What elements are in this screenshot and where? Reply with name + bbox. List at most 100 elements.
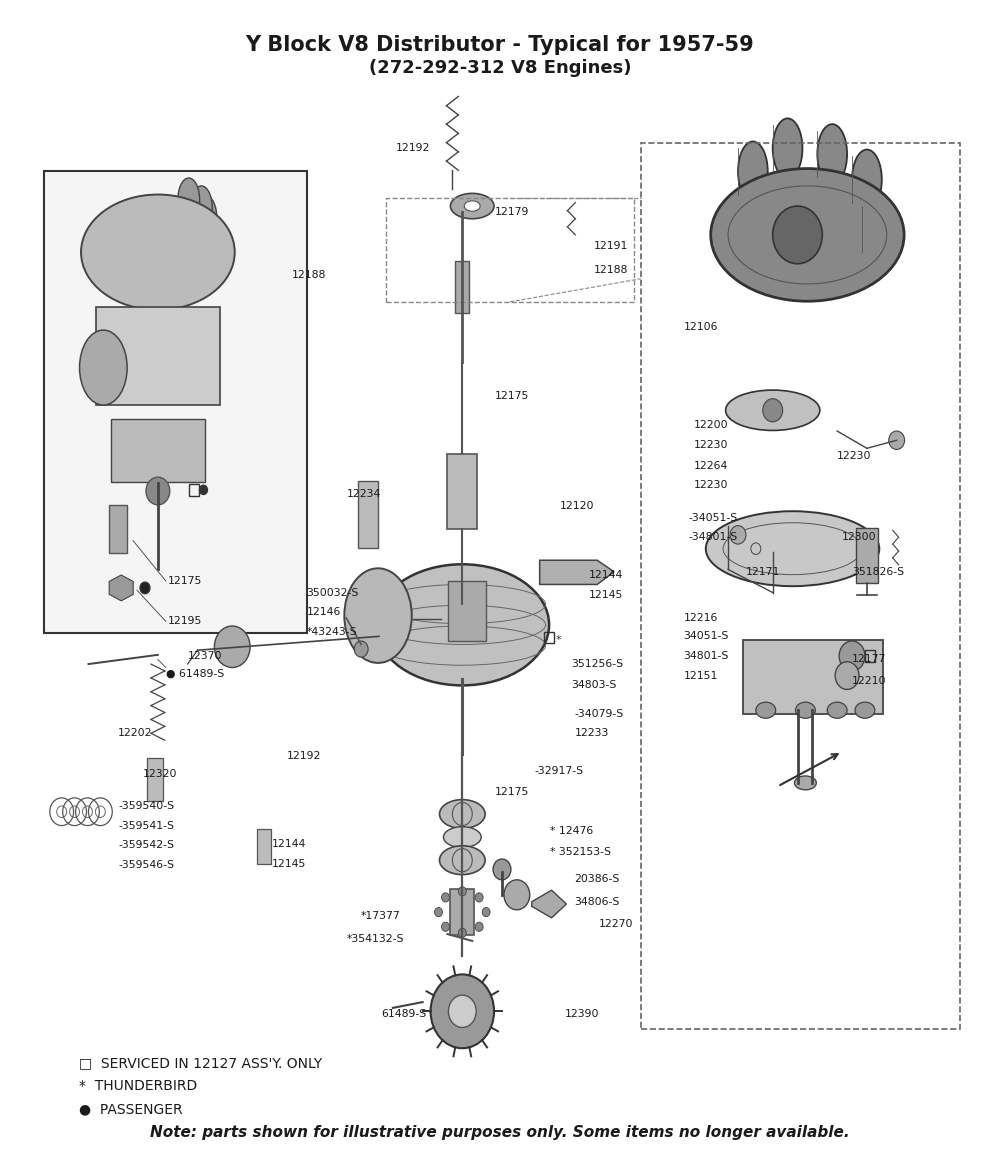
Bar — [856, 528, 878, 583]
Text: ● 61489-S: ● 61489-S — [166, 668, 224, 679]
Text: 12175: 12175 — [168, 576, 202, 586]
Polygon shape — [540, 560, 614, 584]
Ellipse shape — [795, 776, 816, 790]
Bar — [450, 889, 474, 935]
Circle shape — [458, 887, 466, 896]
Text: 12188: 12188 — [292, 271, 326, 280]
Ellipse shape — [344, 568, 412, 662]
Text: 12233: 12233 — [574, 729, 609, 738]
Circle shape — [730, 525, 746, 544]
Text: 12192: 12192 — [287, 752, 321, 761]
Text: 34803-S: 34803-S — [571, 680, 617, 690]
Ellipse shape — [440, 799, 485, 829]
Text: 12370: 12370 — [188, 651, 222, 661]
Text: 12230: 12230 — [693, 480, 728, 490]
Polygon shape — [532, 890, 566, 918]
Circle shape — [431, 975, 494, 1048]
Text: 12177: 12177 — [852, 654, 886, 665]
Text: 12264: 12264 — [693, 460, 728, 471]
Text: 12175: 12175 — [495, 392, 529, 401]
Ellipse shape — [178, 178, 200, 222]
Text: 12210: 12210 — [852, 676, 887, 687]
Ellipse shape — [773, 119, 802, 179]
Text: 12175: 12175 — [495, 787, 529, 797]
Text: 12234: 12234 — [346, 489, 381, 500]
Text: 12300: 12300 — [842, 532, 877, 543]
Circle shape — [889, 431, 905, 450]
Circle shape — [839, 641, 865, 670]
Ellipse shape — [195, 195, 217, 239]
Text: -32917-S: -32917-S — [535, 767, 584, 776]
Text: 12270: 12270 — [599, 919, 634, 928]
Text: *  THUNDERBIRD: * THUNDERBIRD — [79, 1079, 197, 1093]
Ellipse shape — [80, 330, 127, 406]
Circle shape — [146, 478, 170, 504]
Text: (272-292-312 V8 Engines): (272-292-312 V8 Engines) — [369, 58, 631, 77]
Ellipse shape — [81, 194, 235, 310]
Ellipse shape — [852, 150, 882, 209]
Ellipse shape — [450, 193, 494, 218]
Circle shape — [773, 206, 822, 264]
Text: -34801-S: -34801-S — [688, 532, 738, 543]
Text: -359546-S: -359546-S — [118, 860, 174, 870]
Text: Y Block V8 Distributor - Typical for 1957-59: Y Block V8 Distributor - Typical for 195… — [246, 35, 754, 55]
Bar — [96, 307, 220, 406]
Circle shape — [475, 892, 483, 902]
Circle shape — [200, 486, 207, 495]
Text: ●  PASSENGER: ● PASSENGER — [79, 1103, 182, 1117]
Circle shape — [442, 892, 449, 902]
Ellipse shape — [827, 702, 847, 718]
Text: 12179: 12179 — [495, 207, 529, 217]
Ellipse shape — [817, 124, 847, 184]
Text: 350032-S: 350032-S — [307, 588, 359, 597]
Ellipse shape — [464, 201, 480, 211]
Bar — [865, 651, 875, 661]
Text: *17377: *17377 — [361, 911, 401, 920]
Text: 12320: 12320 — [143, 768, 178, 779]
Text: -34051-S: -34051-S — [688, 512, 738, 523]
Circle shape — [214, 626, 250, 667]
Ellipse shape — [178, 214, 200, 257]
Text: 12145: 12145 — [272, 859, 306, 869]
Text: 12106: 12106 — [683, 322, 718, 332]
Bar — [147, 758, 163, 802]
Text: 12390: 12390 — [564, 1009, 599, 1019]
Ellipse shape — [756, 702, 776, 718]
Circle shape — [435, 908, 442, 917]
Text: *: * — [556, 634, 561, 645]
Text: *43243-S: *43243-S — [307, 626, 357, 637]
Circle shape — [442, 923, 449, 932]
Text: -359541-S: -359541-S — [118, 820, 174, 831]
Text: 12144: 12144 — [589, 571, 624, 580]
Text: 12216: 12216 — [683, 612, 718, 623]
Text: 12200: 12200 — [693, 421, 728, 430]
Bar — [111, 419, 205, 482]
Text: □  SERVICED IN 12127 ASS'Y. ONLY: □ SERVICED IN 12127 ASS'Y. ONLY — [79, 1056, 322, 1070]
Bar — [544, 632, 554, 644]
Text: * 352153-S: * 352153-S — [550, 847, 611, 858]
Text: 12144: 12144 — [272, 839, 306, 849]
Bar — [257, 829, 271, 863]
Ellipse shape — [796, 702, 815, 718]
Text: 61489-S: 61489-S — [381, 1009, 426, 1019]
Ellipse shape — [190, 186, 212, 230]
Ellipse shape — [726, 390, 820, 430]
Ellipse shape — [440, 846, 485, 875]
Bar — [109, 504, 127, 553]
Circle shape — [504, 880, 530, 910]
Text: 12230: 12230 — [837, 451, 872, 461]
Text: -34079-S: -34079-S — [574, 709, 624, 718]
Ellipse shape — [190, 206, 212, 250]
Text: 12151: 12151 — [683, 670, 718, 681]
Text: 12191: 12191 — [594, 242, 629, 251]
Bar — [358, 481, 378, 547]
Text: 12171: 12171 — [746, 567, 780, 576]
Text: -359540-S: -359540-S — [118, 801, 174, 811]
Text: 12145: 12145 — [589, 590, 624, 600]
Ellipse shape — [862, 199, 892, 259]
Text: Note: parts shown for illustrative purposes only. Some items no longer available: Note: parts shown for illustrative purpo… — [150, 1125, 850, 1140]
Ellipse shape — [443, 826, 481, 847]
Circle shape — [140, 582, 150, 594]
Ellipse shape — [855, 702, 875, 718]
Text: * 12476: * 12476 — [550, 826, 593, 837]
